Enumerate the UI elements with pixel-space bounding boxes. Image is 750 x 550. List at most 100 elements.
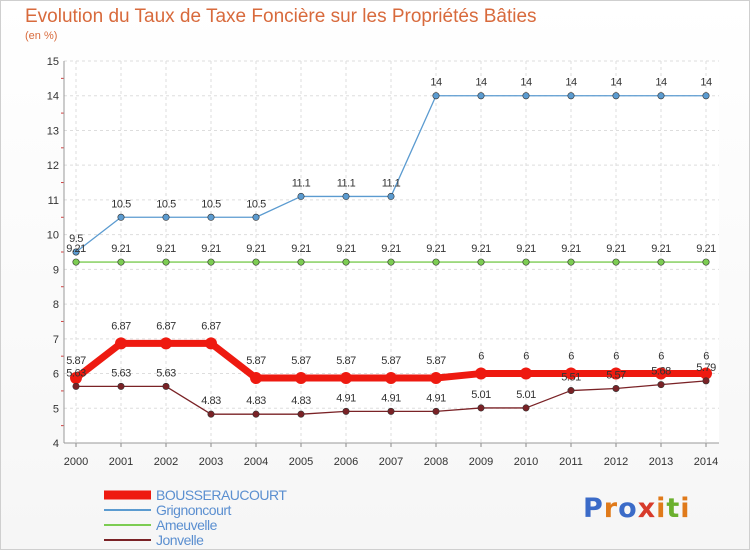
data-label-jonvelle: 5.68 xyxy=(651,366,671,378)
data-point-ameuvelle xyxy=(702,258,710,266)
data-point-jonvelle xyxy=(612,384,620,392)
data-label-jonvelle: 4.83 xyxy=(246,395,266,407)
x-tick-label: 2012 xyxy=(604,456,628,468)
data-label-bousseraucourt: 6.87 xyxy=(156,320,176,332)
data-point-ameuvelle xyxy=(162,258,170,266)
data-point-bousseraucourt xyxy=(115,337,127,350)
x-tick-label: 2005 xyxy=(289,456,313,468)
data-point-bousseraucourt xyxy=(700,367,712,380)
data-point-bousseraucourt xyxy=(610,367,622,380)
data-label-bousseraucourt: 5.87 xyxy=(381,355,401,367)
data-label-ameuvelle: 9.21 xyxy=(516,243,536,255)
data-label-jonvelle: 5.57 xyxy=(606,369,626,381)
data-point-grignoncourt xyxy=(252,213,260,221)
y-tick-label: 13 xyxy=(47,125,59,137)
data-point-ameuvelle xyxy=(72,258,80,266)
data-label-bousseraucourt: 5.87 xyxy=(426,355,446,367)
data-label-jonvelle: 5.79 xyxy=(696,362,716,374)
data-point-grignoncourt xyxy=(522,92,530,100)
data-label-grignoncourt: 11.1 xyxy=(337,177,356,189)
data-point-bousseraucourt xyxy=(385,372,397,385)
data-label-grignoncourt: 11.1 xyxy=(292,177,311,189)
data-point-grignoncourt xyxy=(612,92,620,100)
data-point-ameuvelle xyxy=(342,258,350,266)
data-label-grignoncourt: 14 xyxy=(520,77,532,89)
data-label-jonvelle: 4.91 xyxy=(381,392,401,404)
data-label-jonvelle: 4.83 xyxy=(201,395,221,407)
x-tick-label: 2006 xyxy=(334,456,358,468)
data-label-grignoncourt: 10.5 xyxy=(201,198,221,210)
data-point-ameuvelle xyxy=(297,258,305,266)
x-tick-label: 2009 xyxy=(469,456,493,468)
data-label-grignoncourt: 14 xyxy=(610,77,622,89)
data-point-ameuvelle xyxy=(387,258,395,266)
data-label-bousseraucourt: 6 xyxy=(568,351,574,363)
x-tick-label: 2008 xyxy=(424,456,448,468)
data-point-jonvelle xyxy=(702,377,710,385)
x-tick-label: 2011 xyxy=(559,456,583,468)
data-label-grignoncourt: 14 xyxy=(565,77,577,89)
data-point-ameuvelle xyxy=(432,258,440,266)
data-point-jonvelle xyxy=(432,407,440,415)
data-point-grignoncourt xyxy=(117,213,125,221)
data-label-ameuvelle: 9.21 xyxy=(156,243,176,255)
data-label-jonvelle: 5.01 xyxy=(471,389,491,401)
data-label-jonvelle: 4.91 xyxy=(426,392,446,404)
data-label-ameuvelle: 9.21 xyxy=(561,243,581,255)
data-point-jonvelle xyxy=(522,404,530,412)
data-point-grignoncourt xyxy=(207,213,215,221)
y-tick-label: 10 xyxy=(47,230,59,242)
data-label-grignoncourt: 10.5 xyxy=(156,198,176,210)
data-point-jonvelle xyxy=(342,407,350,415)
data-label-grignoncourt: 10.5 xyxy=(111,198,131,210)
logo-letter: i xyxy=(656,493,667,524)
data-label-grignoncourt: 14 xyxy=(655,77,667,89)
data-label-bousseraucourt: 5.87 xyxy=(246,355,266,367)
logo-letter: o xyxy=(618,493,638,524)
data-label-ameuvelle: 9.21 xyxy=(696,243,716,255)
data-label-grignoncourt: 14 xyxy=(700,77,712,89)
data-label-bousseraucourt: 6.87 xyxy=(201,320,221,332)
x-tick-label: 2013 xyxy=(649,456,673,468)
y-tick-label: 8 xyxy=(53,299,59,311)
y-tick-label: 6 xyxy=(53,369,59,381)
data-point-bousseraucourt xyxy=(565,367,577,380)
data-point-bousseraucourt xyxy=(70,372,82,385)
data-label-bousseraucourt: 6 xyxy=(658,351,664,363)
data-point-jonvelle xyxy=(117,382,125,390)
data-label-grignoncourt: 14 xyxy=(475,77,487,89)
data-label-bousseraucourt: 6 xyxy=(703,351,709,363)
data-label-bousseraucourt: 6 xyxy=(523,351,529,363)
data-point-bousseraucourt xyxy=(295,372,307,385)
data-label-jonvelle: 5.63 xyxy=(111,367,131,379)
data-point-bousseraucourt xyxy=(205,337,217,350)
data-point-jonvelle xyxy=(477,404,485,412)
data-point-jonvelle xyxy=(207,410,215,418)
x-tick-label: 2007 xyxy=(379,456,403,468)
x-tick-label: 2000 xyxy=(64,456,88,468)
page-title: Evolution du Taux de Taxe Foncière sur l… xyxy=(25,6,537,27)
data-point-grignoncourt xyxy=(72,248,80,256)
data-point-grignoncourt xyxy=(162,213,170,221)
data-point-bousseraucourt xyxy=(160,337,172,350)
data-label-jonvelle: 5.51 xyxy=(561,372,581,384)
data-point-grignoncourt xyxy=(297,192,305,200)
data-label-jonvelle: 4.83 xyxy=(291,395,311,407)
data-point-jonvelle xyxy=(567,387,575,395)
x-tick-label: 2014 xyxy=(694,456,718,468)
data-point-jonvelle xyxy=(387,407,395,415)
data-label-bousseraucourt: 5.87 xyxy=(291,355,311,367)
data-point-bousseraucourt xyxy=(340,372,352,385)
data-label-jonvelle: 5.63 xyxy=(156,367,176,379)
data-point-grignoncourt xyxy=(702,92,710,100)
data-point-grignoncourt xyxy=(477,92,485,100)
data-point-ameuvelle xyxy=(207,258,215,266)
data-point-ameuvelle xyxy=(612,258,620,266)
data-point-bousseraucourt xyxy=(655,367,667,380)
data-point-grignoncourt xyxy=(657,92,665,100)
legend-label-jonvelle: Jonvelle xyxy=(156,532,204,548)
data-label-ameuvelle: 9.21 xyxy=(606,243,626,255)
data-label-grignoncourt: 11.1 xyxy=(382,177,401,189)
